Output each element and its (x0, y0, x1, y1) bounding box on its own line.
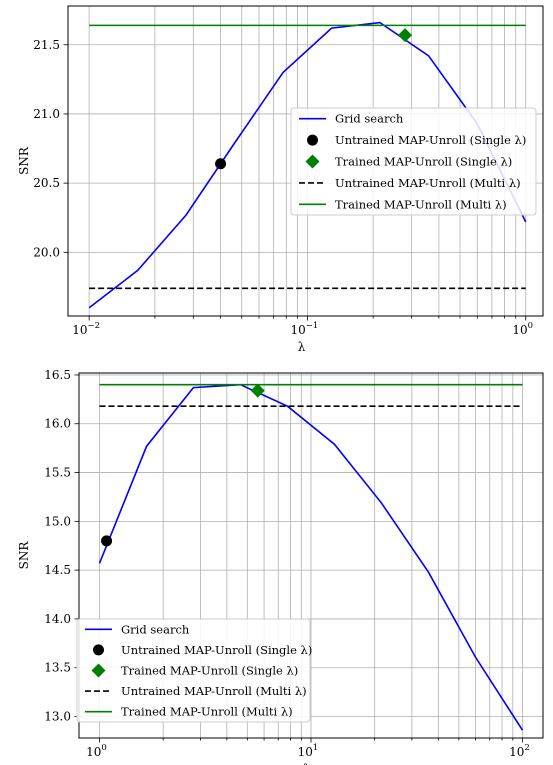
x-tick-label: 102 (509, 743, 530, 759)
series-line-grid-search (98, 383, 524, 731)
legend-label: Grid search (121, 622, 190, 636)
y-tick-label: 13.0 (44, 710, 71, 724)
y-tick-label: 16.5 (44, 368, 71, 382)
legend-label: Trained MAP-Unroll (Single λ) (335, 155, 512, 169)
y-tick-label: 13.5 (44, 661, 71, 675)
x-tick-label: 10−1 (291, 321, 319, 337)
marker-untrained-single (215, 158, 227, 170)
legend-label: Untrained MAP-Unroll (Single λ) (121, 643, 312, 657)
y-axis-label: SNR (17, 541, 31, 570)
y-tick-label: 15.5 (44, 466, 71, 480)
y-tick-label: 21.5 (33, 38, 60, 52)
legend-handle (307, 134, 318, 146)
x-tick-label: 100 (86, 743, 107, 759)
legend-handle (93, 644, 104, 656)
legend-label: Untrained MAP-Unroll (Multi λ) (335, 176, 521, 190)
series-line-grid-search (88, 21, 527, 309)
legend-label: Untrained MAP-Unroll (Multi λ) (121, 684, 307, 698)
chart-top: 10−2 10−1 100 20.0 20.5 21.0 21.5 λ SNR Grid sear… (17, 5, 544, 354)
y-tick-label: 14.0 (44, 612, 71, 626)
x-tick-label: 100 (512, 321, 533, 337)
y-tick-label: 14.5 (44, 563, 71, 577)
legend-label: Trained MAP-Unroll (Single λ) (121, 664, 298, 678)
x-axis-label: λ (298, 340, 306, 354)
marker-trained-single (398, 28, 413, 43)
legend: Grid search Untrained MAP-Unroll (Single … (290, 107, 537, 216)
y-tick-label: 20.5 (33, 176, 60, 190)
legend-label: Trained MAP-Unroll (Multi λ) (335, 197, 507, 211)
x-tick-label: 101 (298, 743, 319, 759)
legend-box (76, 618, 311, 723)
y-tick-label: 16.0 (44, 417, 71, 431)
legend-label: Untrained MAP-Unroll (Single λ) (335, 133, 526, 147)
axes-frame (67, 5, 544, 317)
legend-handle (91, 663, 106, 678)
marker-untrained-single (101, 535, 113, 547)
chart-bottom: 100 101 102 13.0 13.5 14.0 14.5 15.0 15.5 16.0 16.… (17, 368, 544, 765)
y-tick-label: 21.0 (33, 107, 60, 121)
y-axis-label: SNR (17, 146, 31, 175)
legend-handle (305, 154, 320, 169)
y-tick-label: 20.0 (33, 245, 60, 259)
legend: Grid search Untrained MAP-Unroll (Single … (76, 618, 312, 723)
legend-box (290, 107, 537, 216)
legend-label: Grid search (335, 112, 404, 126)
legend-label: Trained MAP-Unroll (Multi λ) (121, 705, 293, 719)
y-tick-label: 15.0 (44, 514, 71, 528)
marker-trained-single (250, 383, 265, 398)
x-tick-label: 10−2 (72, 321, 100, 337)
x-axis-label: λ (303, 762, 311, 765)
